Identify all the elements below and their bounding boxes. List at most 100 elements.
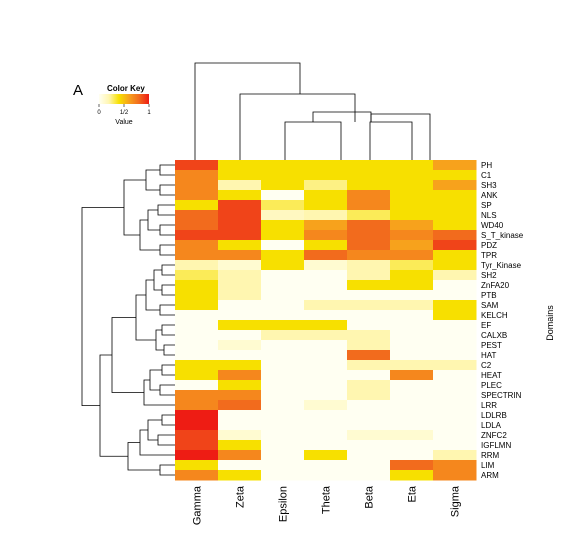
dendrogram-branch	[143, 379, 175, 406]
heatmap-cell	[390, 370, 434, 381]
heatmap-cell	[347, 430, 391, 441]
heatmap-cell	[218, 180, 262, 191]
heatmap-cell	[304, 360, 348, 371]
heatmap-cell	[433, 240, 477, 251]
heatmap-cell	[433, 180, 477, 191]
heatmap-cell	[347, 310, 391, 321]
heatmap-cell	[175, 200, 219, 211]
heatmap-cell	[261, 380, 305, 391]
heatmap-cell	[304, 170, 348, 181]
heatmap-cell	[347, 250, 391, 261]
heatmap-cell	[304, 460, 348, 471]
row-label: TPR	[481, 251, 497, 260]
dendrogram-branch	[155, 329, 164, 351]
heatmap-cell	[304, 420, 348, 431]
dendrogram-branch	[159, 164, 175, 176]
heatmap-cell	[304, 410, 348, 421]
heatmap-cell	[304, 370, 348, 381]
row-label: SH3	[481, 181, 497, 190]
heatmap-cell	[218, 290, 262, 301]
heatmap-cell	[304, 270, 348, 281]
heatmap-cell	[347, 170, 391, 181]
row-label: Tyr_Kinase	[481, 261, 522, 270]
heatmap-cell	[175, 260, 219, 271]
heatmap-cell	[175, 240, 219, 251]
heatmap-cell	[261, 400, 305, 411]
heatmap-cell	[347, 350, 391, 361]
heatmap-cell	[218, 210, 262, 221]
heatmap-cell	[347, 200, 391, 211]
heatmap-cell	[304, 250, 348, 261]
heatmap-cell	[390, 430, 434, 441]
panel-label: A	[73, 82, 83, 99]
heatmap-cell	[175, 420, 219, 431]
dendrogram-branch	[161, 414, 175, 426]
heatmap-cell	[390, 380, 434, 391]
heatmap-cell	[347, 330, 391, 341]
heatmap-cell	[347, 380, 391, 391]
color-key-tick-label: 0	[97, 110, 101, 116]
heatmap-cell	[347, 290, 391, 301]
heatmap-cell	[390, 390, 434, 401]
heatmap-cell	[390, 190, 434, 201]
heatmap-cell	[433, 260, 477, 271]
heatmap-cell	[304, 200, 348, 211]
color-key: Color Key 0 1/2 1 Value	[97, 84, 151, 126]
heatmap-cell	[218, 160, 262, 171]
heatmap-cell	[390, 210, 434, 221]
heatmap-cell	[390, 420, 434, 431]
heatmap-cell	[261, 350, 305, 361]
dendrogram-branch	[159, 304, 175, 316]
heatmap-cell	[433, 470, 477, 481]
heatmap-cell	[433, 380, 477, 391]
heatmap-cell	[261, 320, 305, 331]
heatmap-cell	[304, 300, 348, 311]
heatmap-cell	[433, 430, 477, 441]
heatmap-cell	[433, 290, 477, 301]
heatmap-cell	[304, 180, 348, 191]
heatmap-cell	[433, 450, 477, 461]
heatmap-cell	[390, 360, 434, 371]
heatmap-cell	[175, 470, 219, 481]
heatmap-cell	[304, 400, 348, 411]
row-label: PEST	[481, 341, 502, 350]
domains-axis-label: Domains	[545, 305, 555, 341]
dendrogram-branch	[157, 204, 175, 216]
heatmap-cell	[433, 280, 477, 291]
heatmap-cell	[175, 440, 219, 451]
heatmap-cell	[304, 350, 348, 361]
dendrogram-branch	[159, 244, 175, 256]
heatmap-cell	[433, 220, 477, 231]
heatmap-cell	[304, 260, 348, 271]
row-label: PTB	[481, 291, 497, 300]
row-label: WD40	[481, 221, 504, 230]
heatmap-cell	[175, 160, 219, 171]
heatmap-cell	[304, 320, 348, 331]
heatmap-cell	[175, 220, 219, 231]
heatmap-cell	[390, 450, 434, 461]
heatmap-cell	[175, 340, 219, 351]
heatmap-cell	[390, 290, 434, 301]
heatmap-cell	[261, 180, 305, 191]
heatmap-cell	[261, 340, 305, 351]
color-key-tick-label: 1	[147, 110, 151, 116]
dendrogram-branch	[194, 62, 301, 160]
heatmap-cell	[304, 330, 348, 341]
dendrogram-branch	[159, 184, 175, 196]
heatmap-cell	[390, 300, 434, 311]
heatmap-cell	[347, 320, 391, 331]
heatmap-cell	[218, 470, 262, 481]
dendrogram-branch	[127, 442, 160, 471]
heatmap-cell	[218, 270, 262, 281]
heatmap-cell	[390, 350, 434, 361]
heatmap-cell	[433, 350, 477, 361]
heatmap-cell	[347, 300, 391, 311]
heatmap-cell	[261, 240, 305, 251]
color-key-title: Color Key	[107, 84, 145, 93]
heatmap-cell	[347, 270, 391, 281]
heatmap-cell	[390, 170, 434, 181]
heatmap-cells	[175, 160, 477, 481]
dendrogram-branch	[111, 317, 144, 393]
heatmap-cell	[304, 230, 348, 241]
row-label: KELCH	[481, 311, 508, 320]
